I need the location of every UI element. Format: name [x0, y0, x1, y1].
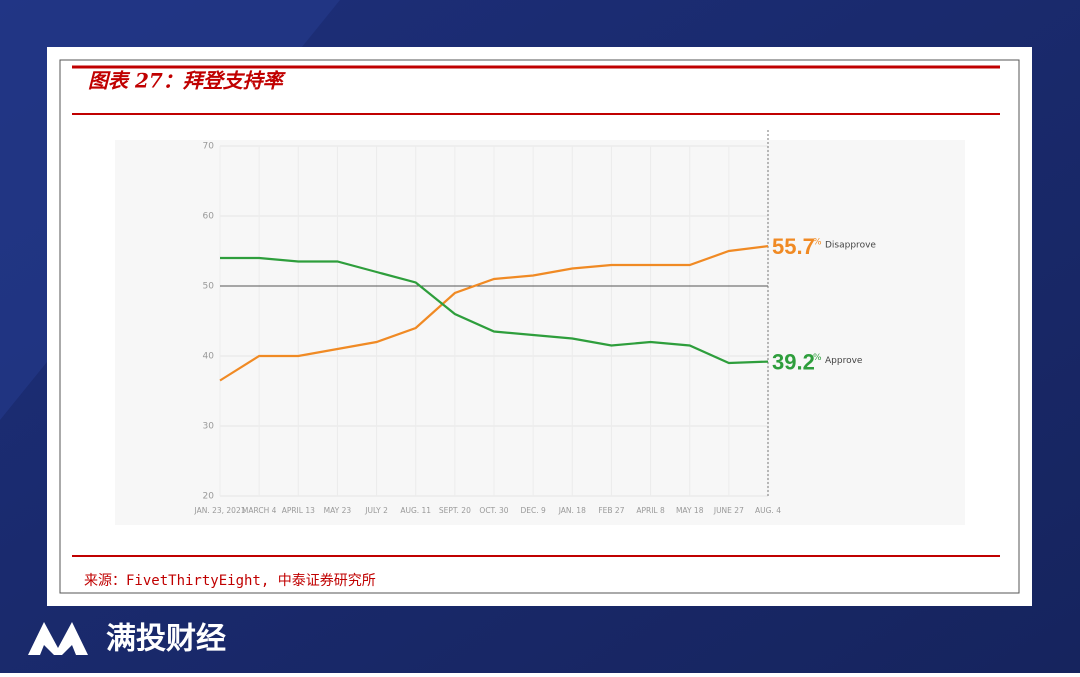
x-tick-label: DEC. 9 — [520, 506, 546, 515]
figure-title: 图表 27：拜登支持率 — [88, 69, 287, 93]
x-tick-label: JULY 2 — [364, 506, 388, 515]
x-tick-label: AUG. 4 — [755, 506, 781, 515]
x-tick-label: FEB 27 — [598, 506, 624, 515]
x-tick-label: MARCH 4 — [242, 506, 277, 515]
y-tick-label: 30 — [203, 422, 215, 432]
x-tick-label: MAY 23 — [324, 506, 352, 515]
x-tick-label: AUG. 11 — [400, 506, 431, 515]
unit-label: % — [813, 353, 822, 363]
legend-label: Approve — [825, 356, 863, 366]
x-tick-label: JAN. 18 — [558, 506, 586, 515]
x-tick-label: JAN. 23, 2021 — [194, 506, 246, 515]
end-value-label: 55.7 — [772, 234, 815, 259]
panel-frame — [59, 59, 1020, 594]
x-tick-label: OCT. 30 — [479, 506, 508, 515]
unit-label: % — [813, 238, 822, 248]
y-tick-label: 40 — [203, 352, 215, 362]
series-line — [219, 245, 769, 382]
brand: 满投财经 — [106, 622, 226, 657]
y-tick-label: 70 — [203, 142, 215, 152]
chart-bg — [115, 140, 965, 525]
y-tick-label: 50 — [203, 282, 215, 292]
y-tick-label: 20 — [203, 492, 215, 502]
brand-logo — [28, 622, 88, 655]
source: 来源：FivetThirtyEight, 中泰证券研究所 — [84, 573, 376, 589]
x-tick-label: SEPT. 20 — [439, 506, 471, 515]
x-tick-label: JUNE 27 — [713, 506, 744, 515]
x-tick-label: APRIL 8 — [636, 506, 665, 515]
y-tick-label: 60 — [203, 212, 215, 222]
legend-label: Disapprove — [825, 241, 876, 251]
x-tick-label: MAY 18 — [676, 506, 704, 515]
end-value-label: 39.2 — [772, 349, 815, 374]
x-tick-label: APRIL 13 — [282, 506, 315, 515]
series-line — [220, 256, 769, 365]
